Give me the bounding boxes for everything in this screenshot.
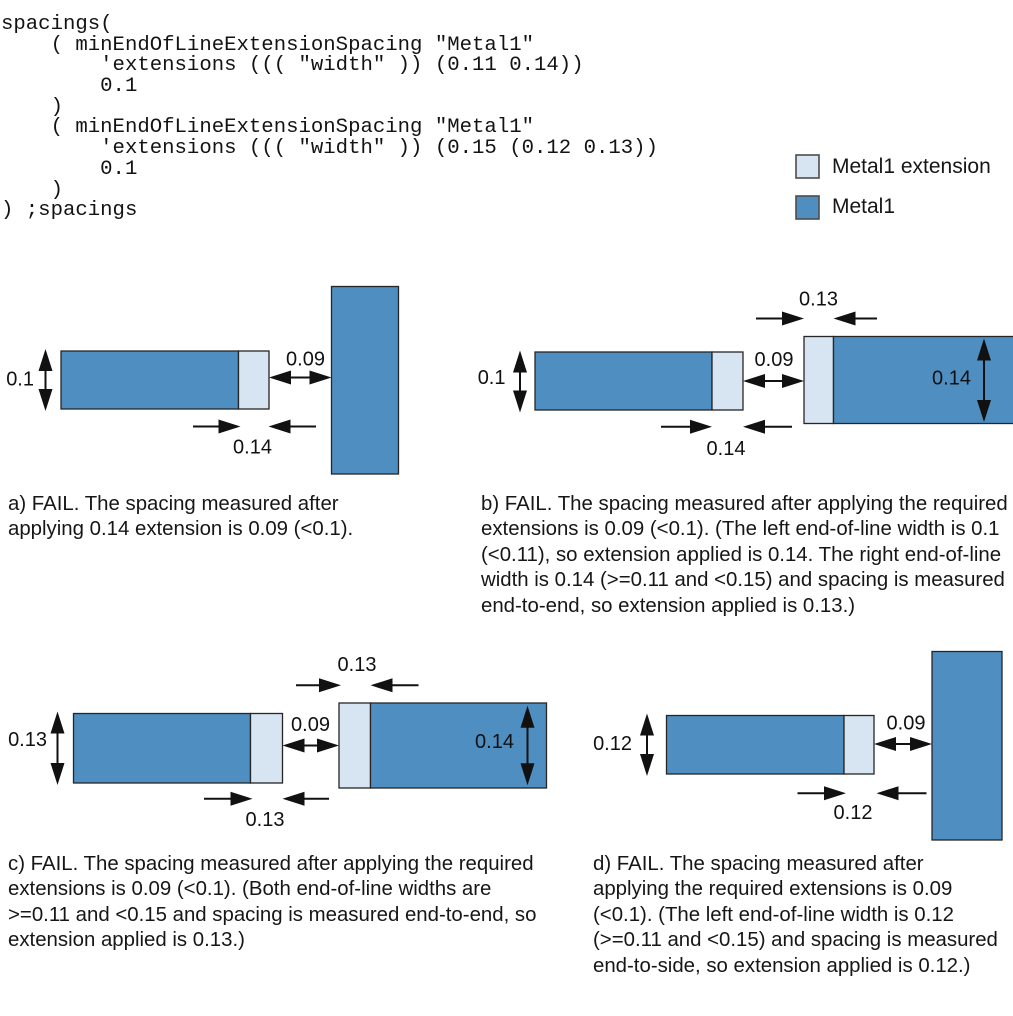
svg-text:0.14: 0.14: [707, 438, 746, 460]
svg-text:0.1: 0.1: [478, 367, 506, 389]
svg-text:0.13: 0.13: [799, 289, 838, 311]
svg-text:0.14: 0.14: [233, 437, 272, 459]
svg-text:0.13: 0.13: [8, 729, 47, 751]
svg-text:0.09: 0.09: [755, 349, 794, 371]
svg-text:0.14: 0.14: [932, 368, 971, 390]
svg-text:0.12: 0.12: [593, 733, 632, 755]
svg-text:0.09: 0.09: [291, 714, 330, 736]
svg-text:0.13: 0.13: [246, 809, 285, 831]
svg-text:0.12: 0.12: [834, 802, 873, 824]
svg-text:0.13: 0.13: [338, 654, 377, 676]
svg-text:0.09: 0.09: [887, 713, 926, 735]
svg-text:0.14: 0.14: [475, 731, 514, 753]
svg-text:0.1: 0.1: [6, 369, 34, 391]
svg-text:0.09: 0.09: [286, 349, 325, 371]
